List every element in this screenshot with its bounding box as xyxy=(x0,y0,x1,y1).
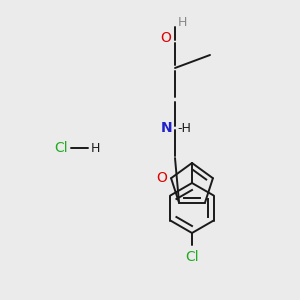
Text: -H: -H xyxy=(177,122,191,134)
Text: H: H xyxy=(178,16,188,28)
Text: N: N xyxy=(160,121,172,135)
Text: H: H xyxy=(91,142,100,154)
Text: Cl: Cl xyxy=(185,250,199,264)
Text: O: O xyxy=(156,171,167,185)
Text: Cl: Cl xyxy=(54,141,68,155)
Text: O: O xyxy=(160,31,171,45)
